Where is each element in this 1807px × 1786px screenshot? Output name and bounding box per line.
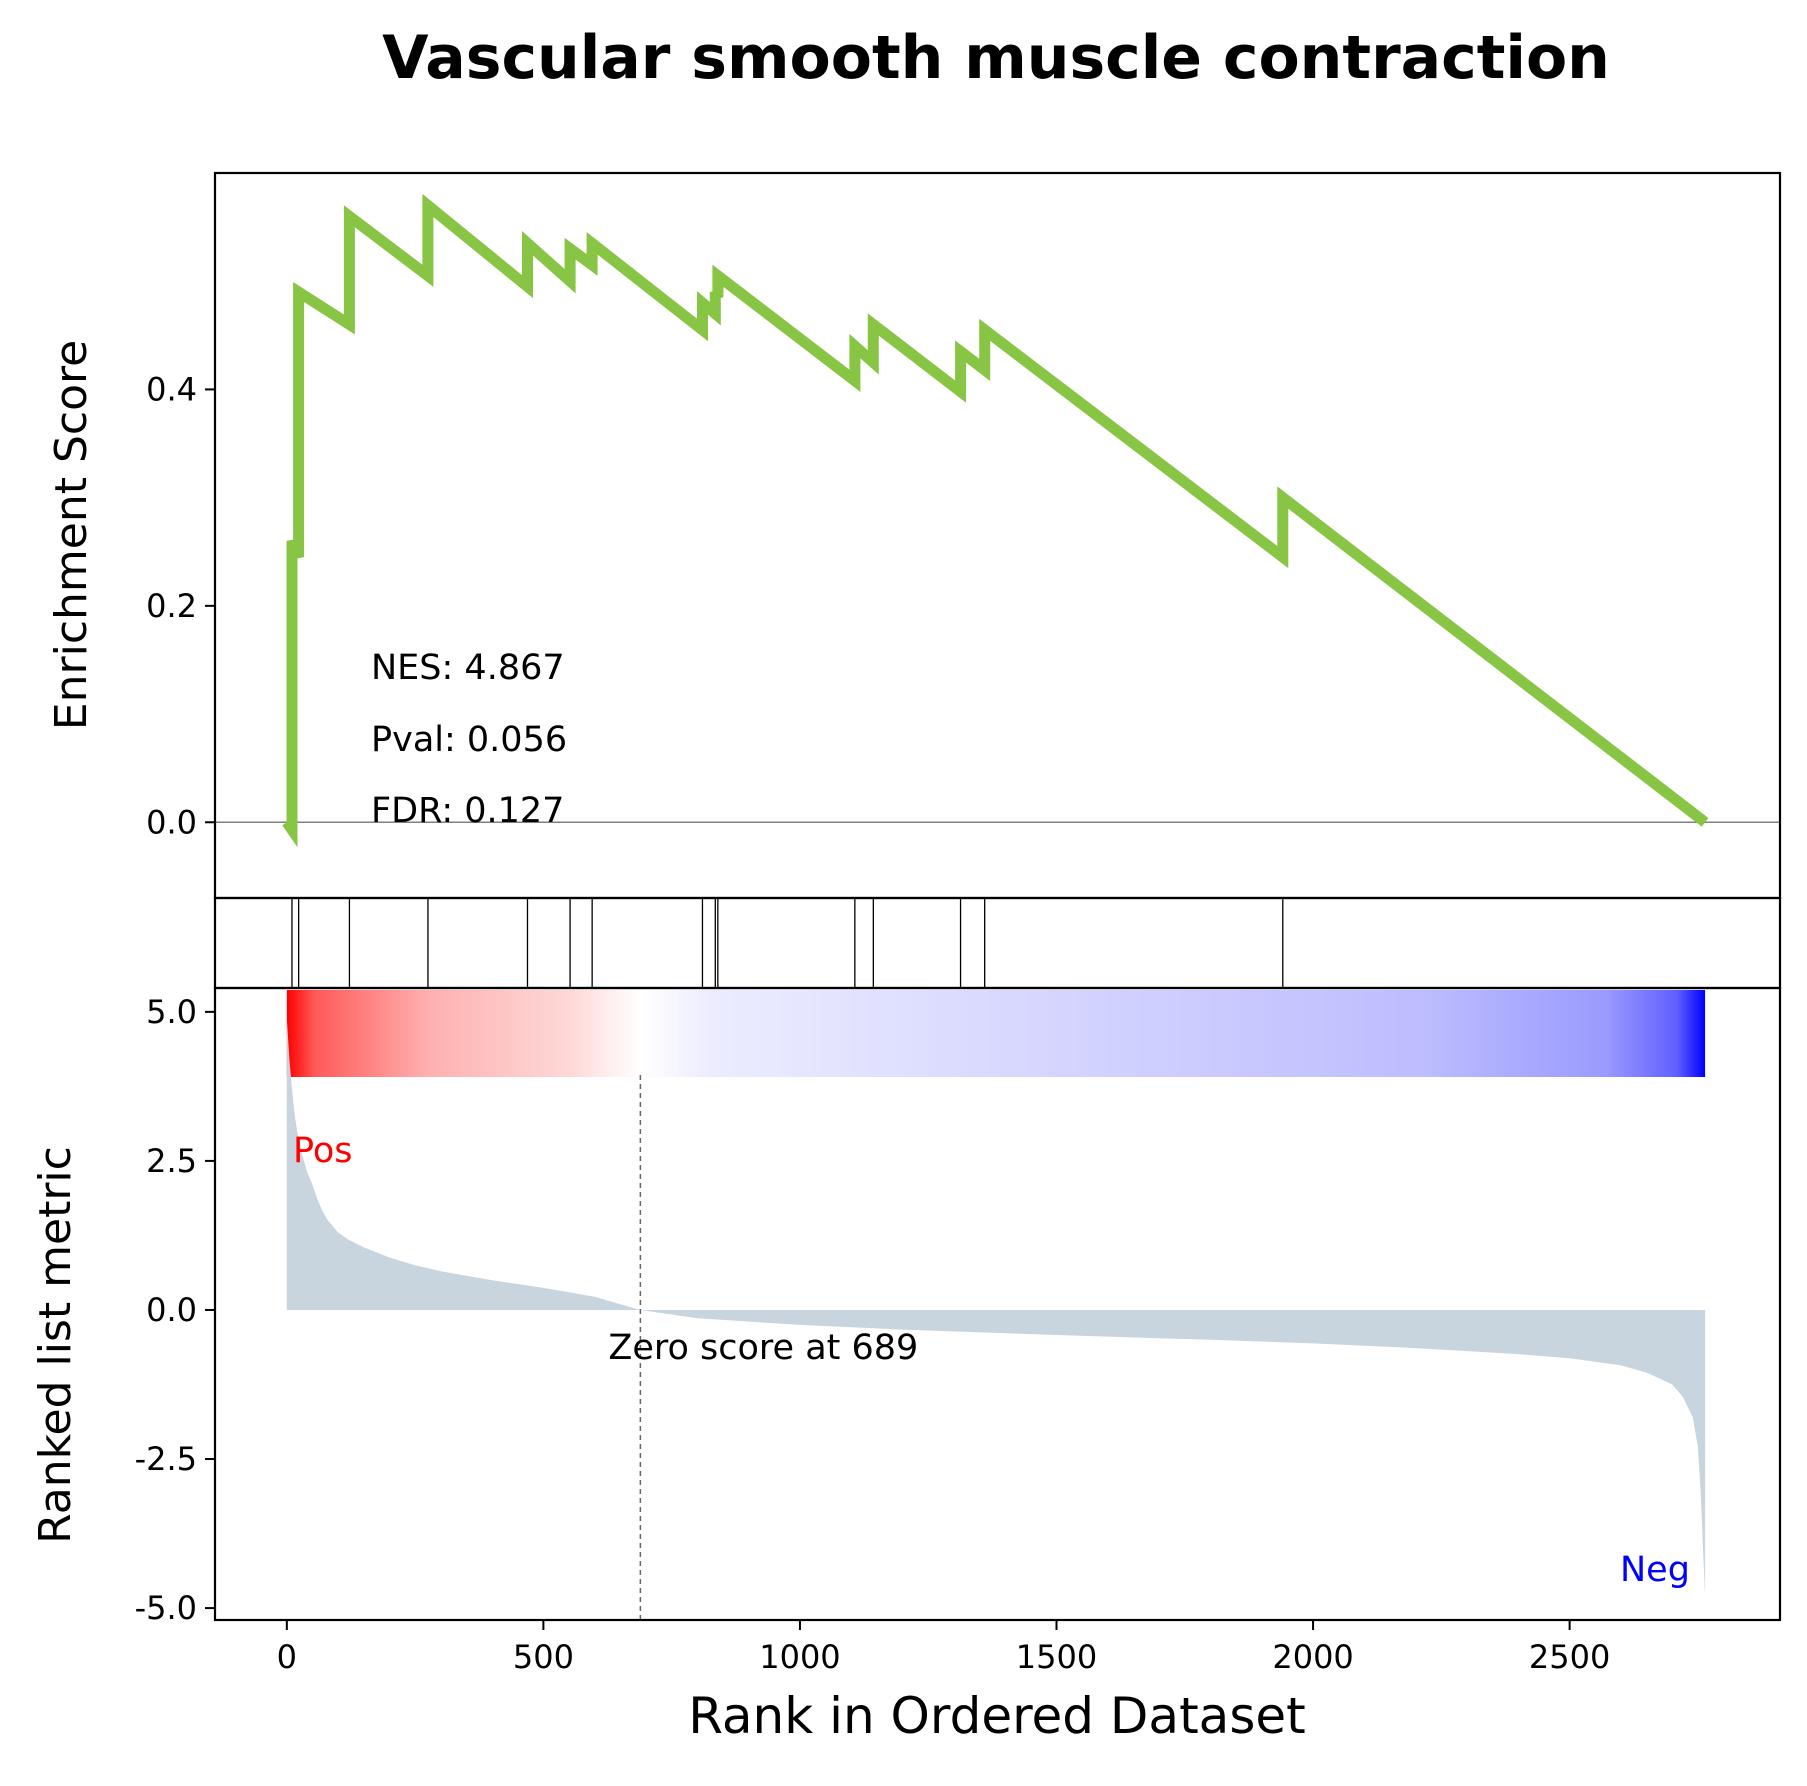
pos-label: Pos (293, 1131, 353, 1171)
ranked-y-tick-label: 5.0 (146, 993, 197, 1031)
x-tick-label: 0 (277, 1638, 297, 1676)
fdr-stat: FDR: 0.127 (371, 791, 564, 831)
enrichment-y-axis-label: Enrichment Score (46, 340, 97, 730)
ranked-y-tick-label: 0.0 (146, 1291, 197, 1329)
ranked-panel: Zero score at 689 Pos Neg 5.0 2.5 0.0 -2.5 -… (30, 986, 1782, 1745)
rank-color-bar (286, 990, 1706, 1077)
x-tick-label: 1500 (1016, 1638, 1097, 1676)
chart-title: Vascular smooth muscle contraction (382, 23, 1610, 93)
x-ticks: 0 500 1000 1500 2000 2500 (277, 1620, 1610, 1676)
nes-stat: NES: 4.867 (371, 648, 565, 688)
gene-hit-lines (291, 898, 1284, 988)
neg-label: Neg (1620, 1550, 1690, 1590)
enrichment-panel-frame (213, 171, 1782, 900)
x-tick-label: 500 (513, 1638, 574, 1676)
hits-panel-frame (213, 896, 1782, 990)
enrichment-score-line (282, 193, 1709, 848)
x-axis-label: Rank in Ordered Dataset (688, 1687, 1305, 1745)
enrichment-y-tick-label: 0.2 (146, 587, 197, 625)
x-tick-label: 1000 (759, 1638, 840, 1676)
x-tick-label: 2000 (1272, 1638, 1353, 1676)
ranked-y-axis-label: Ranked list metric (30, 1146, 81, 1544)
pval-stat: Pval: 0.056 (371, 720, 567, 760)
enrichment-panel: 0.0 0.2 0.4 NES: 4.867 Pval: 0.056 FDR: 0.… (46, 171, 1782, 900)
ranked-metric-area (286, 1017, 1706, 1597)
enrichment-y-ticks: 0.0 0.2 0.4 (146, 370, 215, 841)
enrichment-y-tick-label: 0.4 (146, 370, 197, 408)
ranked-y-ticks: 5.0 2.5 0.0 -2.5 -5.0 (135, 993, 215, 1627)
ranked-y-tick-label: 2.5 (146, 1142, 197, 1180)
hits-panel (213, 896, 1782, 990)
x-tick-label: 2500 (1529, 1638, 1610, 1676)
ranked-y-tick-label: -2.5 (135, 1440, 197, 1478)
ranked-panel-frame (213, 986, 1782, 1622)
zero-score-label: Zero score at 689 (608, 1328, 918, 1368)
ranked-y-tick-label: -5.0 (135, 1589, 197, 1627)
enrichment-y-tick-label: 0.0 (146, 803, 197, 841)
